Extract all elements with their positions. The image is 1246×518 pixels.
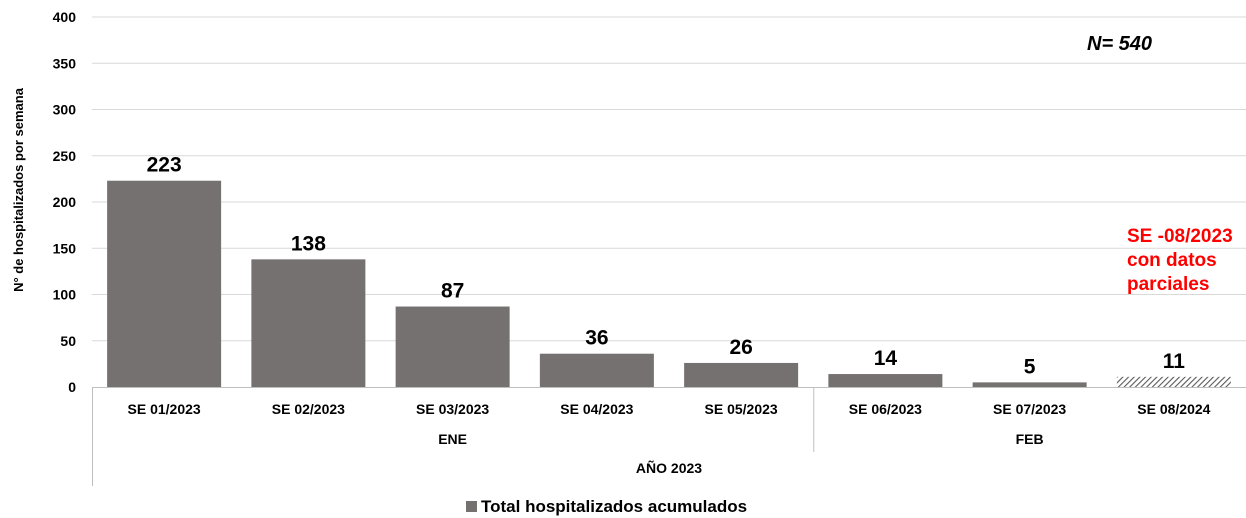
legend: Total hospitalizados acumulados (466, 497, 747, 516)
y-tick-label: 0 (68, 379, 76, 395)
data-labels: 223 138 87 36 26 14 5 11 (147, 154, 1186, 379)
bar (107, 180, 222, 387)
x-tick-label: SE 01/2023 (128, 401, 201, 417)
x-tick-label: SE 03/2023 (416, 401, 489, 417)
x-axis: SE 01/2023 SE 02/2023 SE 03/2023 SE 04/2023… (92, 387, 1246, 486)
x-tick-label: SE 04/2023 (560, 401, 633, 417)
data-label: 36 (585, 327, 608, 350)
bar (828, 374, 943, 387)
y-tick-label: 350 (53, 55, 77, 71)
bar (684, 362, 799, 387)
y-tick-label: 300 (53, 102, 77, 118)
partial-data-note-line-3: parciales (1127, 274, 1209, 295)
y-tick-label: 50 (60, 333, 76, 349)
year-group-label: AÑO 2023 (636, 459, 702, 476)
bars (107, 180, 1231, 387)
data-label: 138 (291, 232, 326, 255)
bar (972, 382, 1087, 387)
data-label: 26 (729, 336, 752, 359)
partial-data-note-line-2: con datos (1127, 250, 1217, 271)
month-group-label: ENE (438, 431, 467, 447)
bar (395, 306, 510, 387)
data-label: 14 (874, 347, 898, 370)
legend-swatch (466, 501, 477, 512)
y-tick-label: 200 (53, 194, 77, 210)
y-tick-label: 150 (53, 240, 77, 256)
bar-partial (1116, 376, 1231, 387)
month-group-label: FEB (1016, 431, 1044, 447)
data-label: 11 (1163, 350, 1186, 373)
partial-data-note-line-1: SE -08/2023 (1127, 226, 1233, 247)
x-tick-label: SE 05/2023 (705, 401, 778, 417)
x-tick-label: SE 07/2023 (993, 401, 1066, 417)
y-tick-label: 400 (53, 9, 77, 25)
bar (251, 259, 366, 387)
x-tick-label: SE 06/2023 (849, 401, 922, 417)
y-tick-label: 250 (53, 148, 77, 164)
legend-label: Total hospitalizados acumulados (481, 497, 747, 516)
partial-data-note: SE -08/2023 con datos parciales (1127, 226, 1233, 295)
total-annotation: N= 540 (1087, 33, 1152, 55)
bar (539, 353, 654, 387)
data-label: 223 (147, 154, 182, 177)
data-label: 87 (441, 280, 464, 303)
x-tick-label: SE 08/2024 (1137, 401, 1210, 417)
y-tick-label: 100 (53, 287, 77, 303)
y-axis-title: N° de hospitalizados por semana (11, 87, 26, 292)
x-tick-label: SE 02/2023 (272, 401, 345, 417)
y-axis-ticks: 0 50 100 150 200 250 300 350 400 (53, 9, 77, 395)
data-label: 5 (1024, 355, 1036, 378)
